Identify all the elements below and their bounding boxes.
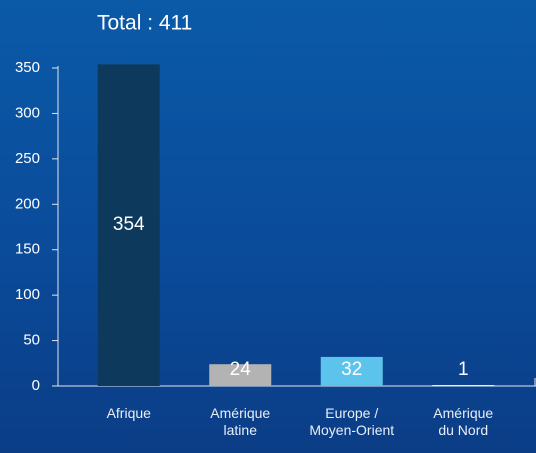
x-tick-label-line: Amérique [433,405,493,421]
y-tick-label: 150 [15,241,40,258]
value-label: 32 [341,359,362,380]
x-tick-label-line: latine [224,422,258,438]
value-label: 24 [230,359,252,380]
bar [209,364,272,386]
x-tick-label: Amérique latine [210,405,270,438]
y-tick-label: 250 [15,150,40,167]
y-tick-label: 50 [23,332,40,349]
bar [320,356,383,386]
y-tick-label: 100 [15,286,40,303]
x-tick-label-line: Afrique [107,405,152,421]
x-tick-label-line: Amérique [210,405,270,421]
x-tick-label-line: Europe / [325,405,378,421]
y-tick-label: 350 [15,59,40,76]
x-tick-label: Afrique [107,405,152,421]
x-tick-label-line: Moyen-Orient [309,422,394,438]
bar [97,64,160,386]
x-tick-label: Europe / Moyen-Orient [309,405,394,438]
chart-title: Total : 411 [97,12,192,35]
y-tick-label: 0 [32,377,40,394]
y-tick-label: 200 [15,195,40,212]
value-label: 354 [113,214,145,235]
bar [432,385,495,386]
x-tick-label: Amérique du Nord [433,405,493,438]
y-tick-label: 300 [15,104,40,121]
x-tick-label-line: du Nord [438,422,488,438]
value-label: 1 [458,359,469,380]
